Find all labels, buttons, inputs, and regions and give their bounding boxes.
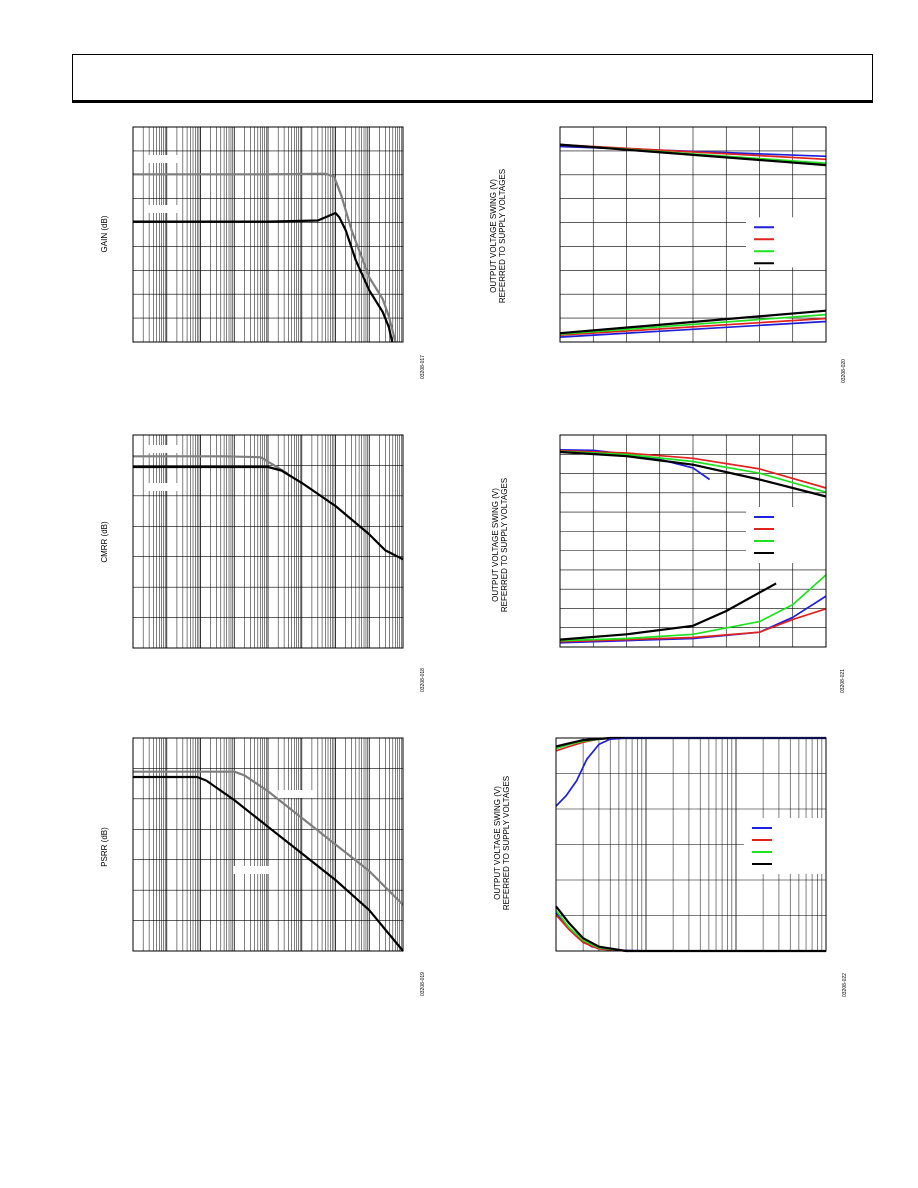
psrr-plot-frame xyxy=(132,737,404,952)
page-header-box xyxy=(72,54,873,103)
output-swing-3-figure-id: 03208-022 xyxy=(842,973,848,997)
psrr-series-gray-line xyxy=(133,770,404,906)
ovs2-series-black-line xyxy=(559,450,827,498)
ovs1-series-black-line xyxy=(559,309,827,335)
ovs3-legend-box xyxy=(744,818,826,874)
ovs1-series-black-line xyxy=(559,143,827,167)
cmrr-plot xyxy=(132,434,404,649)
output-swing-chart-2: OUTPUT VOLTAGE SWING (V) REFERRED TO SUP… xyxy=(459,0,918,720)
psrr-plot xyxy=(132,737,404,952)
output-swing-3-y-axis-label: OUTPUT VOLTAGE SWING (V) REFERRED TO SUP… xyxy=(493,775,511,911)
cmrr-plot-frame xyxy=(132,434,404,649)
ovs3-series-blue-line xyxy=(555,737,826,807)
cmrr-label-knockout xyxy=(145,483,181,491)
gain-label-knockout xyxy=(145,155,181,163)
cmrr-chart: CMRR (dB) 03208-018 xyxy=(0,0,459,720)
gain-plot-frame xyxy=(132,126,404,343)
gain-label-knockout xyxy=(145,205,181,213)
ovs1-plot-frame xyxy=(559,126,827,343)
psrr-figure-id: 03208-019 xyxy=(420,972,426,996)
cmrr-series-black-line xyxy=(133,465,404,561)
ovs2-series-red-line xyxy=(559,607,827,643)
ovs2-series-green-line xyxy=(559,574,827,642)
gain-series-gray-line xyxy=(133,172,397,343)
ovs3-series-black-line xyxy=(555,736,826,748)
ovs1-series-blue-line xyxy=(559,320,827,338)
output-swing-plot-3 xyxy=(555,736,827,953)
ovs2-series-black-line xyxy=(559,582,777,641)
ovs3-series-black-line xyxy=(555,905,826,953)
cmrr-series-gray-line xyxy=(133,455,289,476)
psrr-label-knockout xyxy=(278,790,314,798)
ovs1-series-green-line xyxy=(559,313,827,336)
gain-plot xyxy=(132,126,404,343)
output-swing-chart-3: OUTPUT VOLTAGE SWING (V) REFERRED TO SUP… xyxy=(459,0,918,1030)
psrr-series-black-line xyxy=(133,775,404,952)
psrr-chart: PSRR (dB) 03208-019 xyxy=(0,0,459,1030)
psrr-label-knockout xyxy=(233,866,269,874)
ovs1-legend-box xyxy=(746,217,826,268)
output-swing-plot-2 xyxy=(559,434,827,648)
gain-series-black-line xyxy=(133,211,394,343)
output-swing-chart-1: OUTPUT VOLTAGE SWING (V) REFERRED TO SUP… xyxy=(459,0,918,400)
psrr-y-axis-label: PSRR (dB) xyxy=(100,827,109,867)
cmrr-label-knockout xyxy=(145,445,181,453)
gain-chart: GAIN (dB) 03208-017 xyxy=(0,0,459,400)
output-swing-plot-1 xyxy=(559,126,827,343)
ovs2-plot-frame xyxy=(559,434,827,648)
ovs2-series-green-line xyxy=(559,450,827,494)
ovs1-series-red-line xyxy=(559,317,827,337)
ovs3-plot-frame xyxy=(555,737,827,952)
ovs2-series-red-line xyxy=(559,449,827,489)
